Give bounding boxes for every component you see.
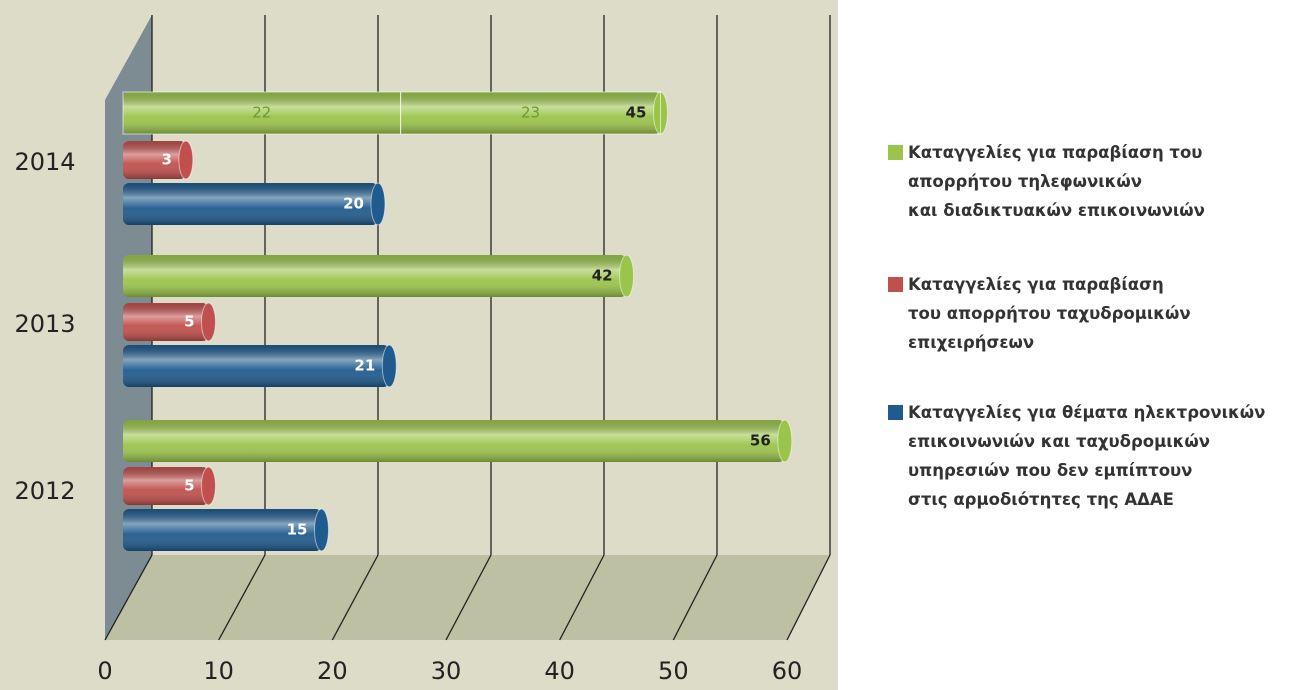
x-tick-label: 10 [203, 657, 234, 685]
y-tick-label: 2014 [14, 148, 75, 176]
legend: Καταγγελίες για παραβίαση του απορρήτου … [838, 0, 1303, 690]
x-tick-label: 60 [772, 657, 803, 685]
grid-line [672, 554, 718, 641]
floor [105, 555, 830, 640]
bar-shade [123, 467, 209, 505]
bar-shade [123, 303, 209, 341]
value-label: 5 [184, 477, 194, 495]
legend-swatch [888, 277, 903, 292]
value-label: 45 [626, 104, 647, 122]
bar-cap [381, 344, 397, 388]
x-tick-label: 20 [317, 657, 348, 685]
chart: 0 10 20 30 40 50 60 2014 45 22 23 3 20 2013 42 5 21 2012 5… [14, 15, 831, 685]
bar-shade [123, 509, 322, 551]
value-label: 3 [161, 151, 171, 169]
legend-item: Καταγγελίες για παραβίαση του απορρήτου … [888, 270, 1191, 357]
bar-shade [123, 141, 186, 179]
x-tick-label: 30 [431, 657, 462, 685]
grid-line [559, 554, 605, 641]
bar-cap [370, 182, 386, 226]
grid-line [104, 554, 153, 641]
legend-label: Καταγγελίες για θέματα ηλεκτρονικών επικ… [908, 403, 1266, 509]
bar-cap [314, 508, 329, 552]
bar-shade [123, 420, 785, 462]
segment-label: 23 [521, 104, 540, 122]
bar-shade [123, 92, 661, 134]
bar-cap [777, 419, 793, 463]
bar-cap [201, 302, 216, 342]
value-label: 20 [343, 195, 364, 213]
grid-line [331, 554, 379, 641]
grid-line [218, 554, 266, 641]
legend-item: Καταγγελίες για παραβίαση του απορρήτου … [888, 138, 1205, 225]
value-label: 56 [750, 432, 771, 450]
legend-item: Καταγγελίες για θέματα ηλεκτρονικών επικ… [888, 398, 1265, 514]
legend-label: Καταγγελίες για παραβίαση του απορρήτου … [908, 275, 1191, 352]
bar-shade [123, 255, 627, 297]
y-tick-label: 2013 [14, 310, 75, 338]
bar-cap [201, 466, 216, 506]
x-tick-label: 40 [544, 657, 575, 685]
grid-line [445, 554, 492, 641]
value-label: 15 [287, 521, 308, 539]
legend-label: Καταγγελίες για παραβίαση του απορρήτου … [908, 143, 1205, 220]
legend-swatch [888, 145, 903, 160]
bar-segment [400, 91, 661, 135]
bar-cap [619, 254, 635, 298]
x-tick-label: 50 [658, 657, 689, 685]
grid-line [786, 554, 831, 641]
bar-shade [123, 183, 378, 225]
y-tick-label: 2012 [14, 477, 75, 505]
bar-shade [123, 345, 390, 387]
bar-cap [178, 140, 194, 180]
legend-swatch [888, 405, 903, 420]
x-tick-label: 0 [97, 657, 112, 685]
value-label: 5 [184, 313, 194, 331]
value-label: 21 [354, 357, 375, 375]
segment-label: 22 [252, 104, 271, 122]
value-label: 42 [592, 267, 613, 285]
